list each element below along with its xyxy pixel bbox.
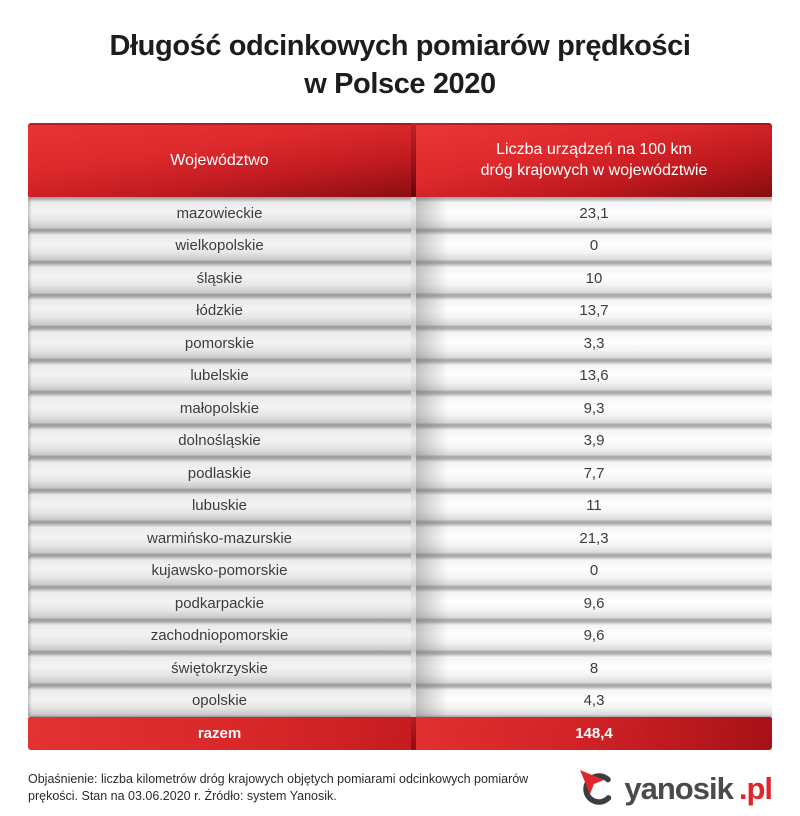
table-row: wielkopolskie 0 xyxy=(28,229,772,262)
devices-per-100km-value: 8 xyxy=(416,652,772,685)
header-cell-wojewodztwo: Województwo xyxy=(28,123,411,197)
table-row: dolnośląskie 3,9 xyxy=(28,424,772,457)
yanosik-logo: yanosik .pl xyxy=(578,768,773,808)
table-row: podkarpackie 9,6 xyxy=(28,587,772,620)
column-divider xyxy=(411,197,416,230)
devices-per-100km-value: 3,9 xyxy=(416,424,772,457)
logo-domain-suffix: .pl xyxy=(738,770,773,806)
column-divider xyxy=(411,522,416,555)
column-divider xyxy=(411,489,416,522)
column-divider xyxy=(411,359,416,392)
devices-per-100km-value: 9,6 xyxy=(416,619,772,652)
devices-per-100km-value: 0 xyxy=(416,554,772,587)
devices-per-100km-value: 0 xyxy=(416,229,772,262)
page-title: Długość odcinkowych pomiarów prędkości w … xyxy=(0,0,800,103)
voivodeship-name: lubuskie xyxy=(28,489,411,522)
column-divider xyxy=(411,652,416,685)
header-cell-liczba-urzadzen: Liczba urządzeń na 100 km dróg krajowych… xyxy=(416,123,772,197)
footnote-text: Objaśnienie: liczba kilometrów dróg kraj… xyxy=(28,771,529,804)
devices-per-100km-value: 10 xyxy=(416,262,772,295)
header-label-line-2: dróg krajowych w województwie xyxy=(480,162,708,179)
column-divider xyxy=(411,392,416,425)
table-row: małopolskie 9,3 xyxy=(28,392,772,425)
table-row: pomorskie 3,3 xyxy=(28,327,772,360)
voivodeship-name: śląskie xyxy=(28,262,411,295)
devices-per-100km-value: 11 xyxy=(416,489,772,522)
table-row: mazowieckie 23,1 xyxy=(28,197,772,230)
table-row: warmińsko-mazurskie 21,3 xyxy=(28,522,772,555)
table-row: świętokrzyskie 8 xyxy=(28,652,772,685)
table-row: podlaskie 7,7 xyxy=(28,457,772,490)
table-header: Województwo Liczba urządzeń na 100 km dr… xyxy=(28,123,772,197)
speed-measurement-table: Województwo Liczba urządzeń na 100 km dr… xyxy=(28,123,772,750)
column-divider xyxy=(411,229,416,262)
table-row: opolskie 4,3 xyxy=(28,684,772,717)
devices-per-100km-value: 13,7 xyxy=(416,294,772,327)
table-row: kujawsko-pomorskie 0 xyxy=(28,554,772,587)
column-divider xyxy=(411,327,416,360)
header-label-line-1: Liczba urządzeń na 100 km xyxy=(496,141,692,158)
devices-per-100km-value: 9,6 xyxy=(416,587,772,620)
footer: Objaśnienie: liczba kilometrów dróg kraj… xyxy=(28,768,773,808)
logo-wordmark: yanosik xyxy=(624,770,733,806)
header-label-wojewodztwo: Województwo xyxy=(170,151,269,169)
devices-per-100km-value: 3,3 xyxy=(416,327,772,360)
column-divider xyxy=(411,457,416,490)
column-divider xyxy=(411,717,416,750)
table-row: lubelskie 13,6 xyxy=(28,359,772,392)
voivodeship-name: zachodniopomorskie xyxy=(28,619,411,652)
column-divider xyxy=(411,262,416,295)
column-divider xyxy=(411,684,416,717)
total-value: 148,4 xyxy=(416,717,772,750)
column-divider xyxy=(411,424,416,457)
devices-per-100km-value: 21,3 xyxy=(416,522,772,555)
title-line-1: Długość odcinkowych pomiarów prędkości xyxy=(109,30,691,62)
devices-per-100km-value: 13,6 xyxy=(416,359,772,392)
voivodeship-name: podkarpackie xyxy=(28,587,411,620)
voivodeship-name: dolnośląskie xyxy=(28,424,411,457)
column-divider xyxy=(411,123,416,197)
column-divider xyxy=(411,294,416,327)
devices-per-100km-value: 4,3 xyxy=(416,684,772,717)
voivodeship-name: pomorskie xyxy=(28,327,411,360)
table-body: mazowieckie 23,1 wielkopolskie 0 śląskie 10 łó… xyxy=(28,197,772,717)
column-divider xyxy=(411,587,416,620)
voivodeship-name: świętokrzyskie xyxy=(28,652,411,685)
total-label: razem xyxy=(28,717,411,750)
voivodeship-name: lubelskie xyxy=(28,359,411,392)
devices-per-100km-value: 7,7 xyxy=(416,457,772,490)
table-row: zachodniopomorskie 9,6 xyxy=(28,619,772,652)
voivodeship-name: warmińsko-mazurskie xyxy=(28,522,411,555)
table-row: łódzkie 13,7 xyxy=(28,294,772,327)
voivodeship-name: łódzkie xyxy=(28,294,411,327)
voivodeship-name: mazowieckie xyxy=(28,197,411,230)
column-divider xyxy=(411,554,416,587)
table-row: lubuskie 11 xyxy=(28,489,772,522)
devices-per-100km-value: 23,1 xyxy=(416,197,772,230)
voivodeship-name: kujawsko-pomorskie xyxy=(28,554,411,587)
title-line-2: w Polsce 2020 xyxy=(304,68,496,100)
table-row: śląskie 10 xyxy=(28,262,772,295)
devices-per-100km-value: 9,3 xyxy=(416,392,772,425)
voivodeship-name: opolskie xyxy=(28,684,411,717)
voivodeship-name: podlaskie xyxy=(28,457,411,490)
voivodeship-name: małopolskie xyxy=(28,392,411,425)
table-row-total: razem 148,4 xyxy=(28,717,772,750)
column-divider xyxy=(411,619,416,652)
yanosik-navigation-arrow-icon xyxy=(580,770,616,805)
voivodeship-name: wielkopolskie xyxy=(28,229,411,262)
